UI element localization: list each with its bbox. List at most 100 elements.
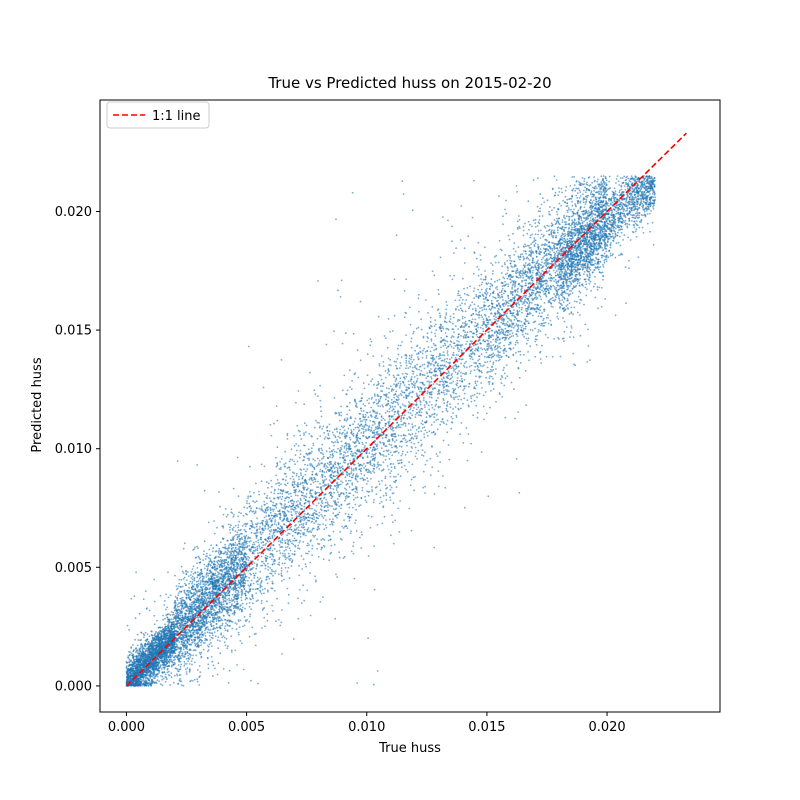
scatter-point — [242, 668, 245, 671]
scatter-point — [193, 578, 196, 580]
scatter-point — [196, 680, 199, 683]
scatter-point — [199, 638, 202, 641]
scatter-point — [179, 604, 182, 607]
scatter-point — [243, 588, 246, 591]
scatter-point — [161, 678, 164, 681]
scatter-point — [195, 622, 198, 624]
scatter-point — [164, 637, 167, 640]
scatter-point — [232, 556, 235, 559]
scatter-point — [208, 631, 211, 634]
scatter-point — [184, 651, 186, 653]
scatter-point — [220, 584, 223, 586]
scatter-point — [216, 639, 219, 642]
scatter-point — [215, 606, 218, 609]
scatter-point — [135, 663, 138, 666]
scatter-point — [241, 602, 244, 605]
scatter-point — [231, 528, 234, 530]
scatter-point — [198, 596, 201, 598]
scatter-point — [221, 622, 224, 625]
scatter-point — [192, 624, 195, 627]
scatter-point — [174, 623, 177, 626]
scatter-point — [200, 569, 202, 571]
scatter-point — [147, 677, 149, 679]
scatter-point — [153, 614, 156, 617]
scatter-point — [183, 542, 186, 545]
scatter-point — [136, 684, 139, 686]
scatter-point — [199, 576, 202, 579]
scatter-point — [219, 652, 222, 655]
scatter-point — [220, 556, 223, 559]
scatter-point — [138, 612, 141, 615]
scatter-point — [187, 589, 190, 592]
scatter-point — [191, 586, 193, 589]
scatter-point — [155, 682, 158, 685]
scatter-point — [171, 633, 174, 636]
scatter-point — [244, 575, 247, 577]
scatter-point — [182, 572, 185, 574]
scatter-point — [190, 596, 193, 599]
scatter-point — [204, 615, 206, 618]
scatter-point — [157, 638, 160, 641]
scatter-point — [194, 625, 197, 628]
scatter-point — [190, 660, 193, 662]
scatter-point — [156, 679, 159, 682]
scatter-point — [126, 661, 129, 664]
scatter-point — [231, 627, 234, 630]
scatter-point — [215, 620, 218, 622]
scatter-point — [212, 597, 215, 599]
scatter-point — [198, 622, 200, 625]
scatter-point — [231, 538, 234, 540]
scatter-point — [192, 549, 195, 551]
scatter-point — [232, 543, 235, 546]
scatter-point — [146, 638, 149, 641]
scatter-point — [174, 600, 176, 602]
scatter-point — [200, 586, 202, 589]
scatter-point — [150, 684, 153, 687]
scatter-point — [204, 586, 207, 589]
scatter-point — [150, 643, 153, 646]
scatter-point — [169, 638, 172, 641]
scatter-point — [159, 640, 162, 642]
scatter-point — [131, 669, 134, 671]
scatter-point — [238, 545, 241, 548]
scatter-point — [136, 633, 139, 636]
scatter-point — [200, 639, 203, 642]
scatter-point — [128, 671, 131, 674]
scatter-point — [190, 654, 192, 657]
scatter-point — [197, 571, 199, 574]
scatter-point — [137, 670, 140, 673]
scatter-point — [158, 671, 161, 674]
scatter-point — [144, 681, 146, 683]
scatter-point — [131, 663, 133, 666]
scatter-point — [149, 659, 151, 661]
scatter-point — [185, 594, 188, 597]
scatter-point — [208, 548, 211, 551]
scatter-point — [197, 625, 199, 628]
scatter-point — [224, 543, 227, 546]
scatter-point — [173, 647, 176, 650]
scatter-point — [170, 672, 173, 675]
scatter-point — [177, 594, 180, 597]
scatter-point — [192, 565, 195, 568]
scatter-point — [200, 651, 203, 654]
scatter-point — [220, 601, 223, 603]
scatter-point — [163, 659, 166, 662]
scatter-point — [229, 529, 231, 531]
scatter-point — [175, 588, 178, 591]
scatter-point — [172, 681, 175, 684]
scatter-point — [181, 654, 184, 657]
scatter-point — [194, 571, 197, 574]
scatter-point — [219, 582, 222, 585]
scatter-point — [168, 629, 171, 632]
scatter-point — [183, 661, 186, 663]
scatter-point — [205, 576, 208, 578]
scatter-point — [192, 614, 195, 616]
scatter-point — [174, 652, 177, 655]
scatter-point — [227, 566, 230, 569]
scatter-point — [173, 601, 176, 604]
scatter-point — [232, 573, 235, 575]
scatter-point — [179, 611, 182, 614]
scatter-point — [149, 677, 151, 679]
scatter-point — [138, 647, 141, 650]
scatter-point — [212, 612, 215, 615]
